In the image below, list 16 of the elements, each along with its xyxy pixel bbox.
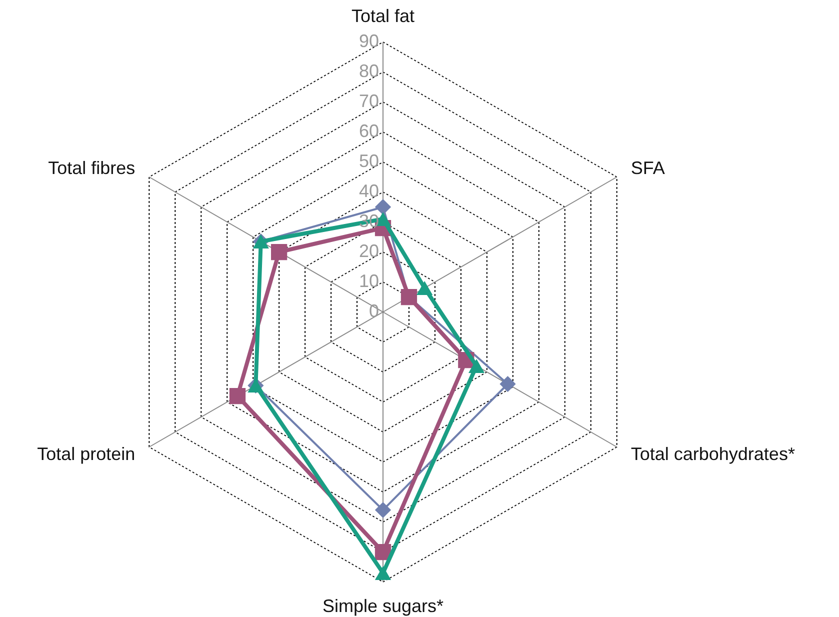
y-tick-label: 20 (358, 241, 379, 261)
y-tick-label: 10 (358, 271, 379, 291)
spoke-label: SFA (630, 158, 665, 178)
spoke-label: Total protein (37, 444, 136, 464)
y-tick-label: 40 (358, 181, 379, 201)
y-tick-label: 30 (358, 211, 379, 231)
spoke-label: Total fibres (48, 158, 136, 178)
y-tick-label: 0 (368, 301, 379, 321)
y-tick-label: 80 (358, 61, 379, 81)
spoke-label: Total fat (351, 6, 415, 26)
y-tick-label: 60 (358, 121, 379, 141)
y-tick-label: 70 (358, 91, 379, 111)
y-tick-label: 50 (358, 151, 379, 171)
spoke-label: Simple sugars* (322, 596, 444, 616)
y-tick-label: 90 (358, 31, 379, 51)
spoke-label: Total carbohydrates* (630, 444, 795, 464)
